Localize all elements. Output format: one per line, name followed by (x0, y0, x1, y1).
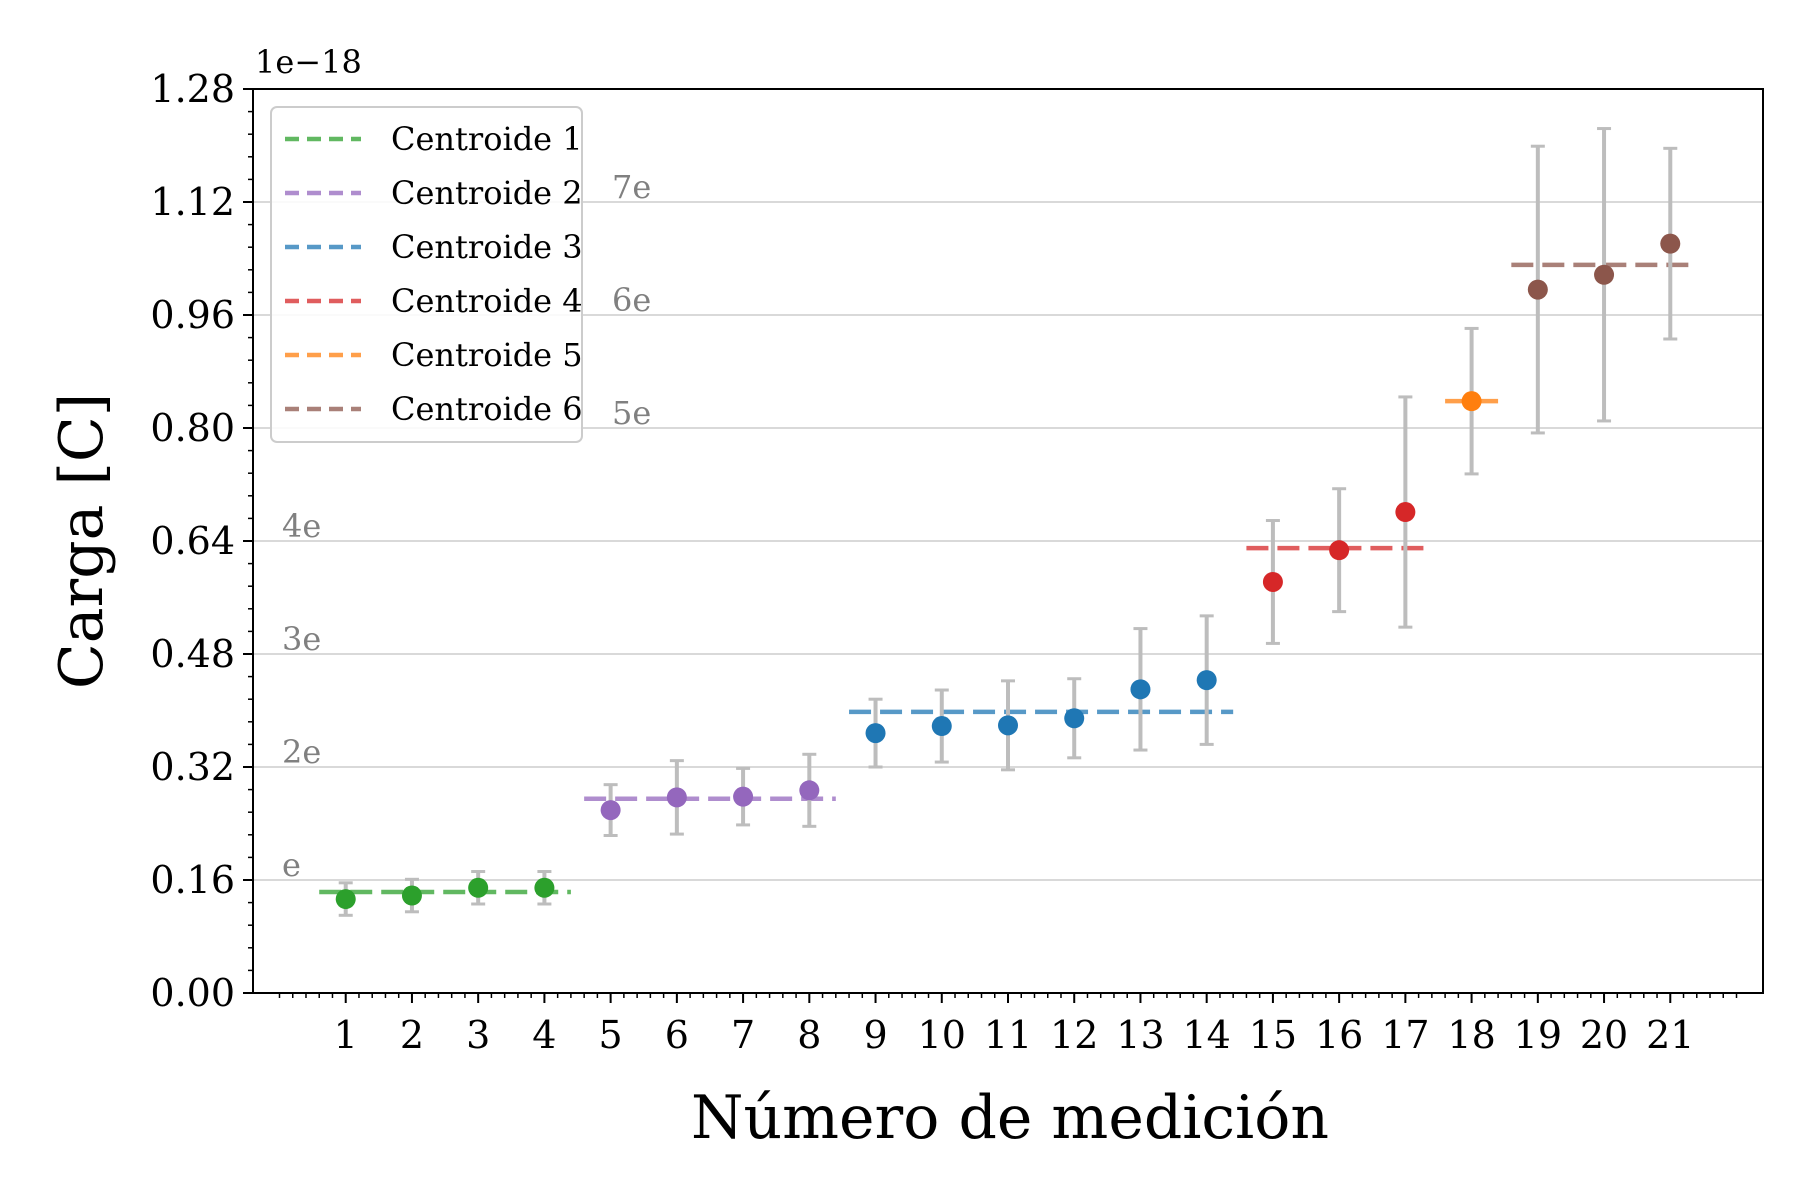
data-point (1395, 502, 1416, 523)
y-offset-label: 1e−18 (255, 43, 362, 81)
data-point (600, 800, 621, 821)
legend-label: Centroide 3 (391, 228, 583, 266)
x-tick-label: 17 (1381, 1013, 1429, 1057)
y-tick-label: 1.12 (150, 180, 235, 224)
x-tick-label: 8 (797, 1013, 821, 1057)
data-point (1461, 391, 1482, 412)
x-tick-label: 10 (918, 1013, 966, 1057)
y-tick-label: 0.96 (150, 293, 235, 337)
data-point (931, 716, 952, 737)
data-point (733, 786, 754, 807)
data-point (468, 877, 489, 898)
x-tick-label: 21 (1646, 1013, 1694, 1057)
legend-label: Centroide 6 (391, 390, 583, 428)
data-point (401, 885, 422, 906)
y-tick-label: 0.80 (150, 406, 235, 450)
x-tick-label: 13 (1116, 1013, 1164, 1057)
data-point (865, 723, 886, 744)
data-point (1064, 708, 1085, 729)
data-point (534, 877, 555, 898)
y-tick-label: 1.28 (150, 67, 235, 111)
charge-level-label: 2e (282, 733, 321, 771)
data-point (1594, 264, 1615, 285)
x-tick-label: 4 (532, 1013, 556, 1057)
x-tick-label: 5 (599, 1013, 623, 1057)
x-tick-label: 19 (1514, 1013, 1562, 1057)
data-point (1130, 679, 1151, 700)
x-tick-label: 9 (863, 1013, 887, 1057)
charge-level-label: 5e (612, 394, 651, 432)
x-tick-label: 15 (1249, 1013, 1297, 1057)
y-tick-label: 0.64 (150, 519, 235, 563)
data-point (1262, 571, 1283, 592)
data-point (1329, 540, 1350, 561)
x-tick-label: 18 (1447, 1013, 1495, 1057)
x-tick-label: 16 (1315, 1013, 1363, 1057)
x-axis-label: Número de medición (691, 1083, 1329, 1153)
y-axis-label: Carga [C] (47, 393, 117, 689)
legend-label: Centroide 5 (391, 336, 583, 374)
y-tick-label: 0.48 (150, 632, 235, 676)
data-point (666, 787, 687, 808)
x-tick-label: 3 (466, 1013, 490, 1057)
charge-level-label: 3e (282, 620, 321, 658)
x-tick-label: 14 (1183, 1013, 1231, 1057)
legend-label: Centroide 1 (391, 120, 583, 158)
charge-level-label: 4e (282, 507, 321, 545)
data-point (1527, 279, 1548, 300)
legend-label: Centroide 2 (391, 174, 583, 212)
data-point (1196, 670, 1217, 691)
charge-level-label: e (282, 846, 301, 884)
x-tick-label: 6 (665, 1013, 689, 1057)
x-tick-label: 1 (334, 1013, 358, 1057)
data-point (998, 715, 1018, 736)
legend-box (270, 106, 583, 443)
x-tick-label: 2 (400, 1013, 424, 1057)
charge-level-label: 7e (612, 168, 651, 206)
x-tick-label: 12 (1050, 1013, 1098, 1057)
x-tick-label: 20 (1580, 1013, 1628, 1057)
y-tick-label: 0.00 (150, 971, 235, 1015)
y-tick-label: 0.16 (150, 858, 235, 902)
charge-level-label: 6e (612, 281, 651, 319)
legend-label: Centroide 4 (391, 282, 583, 320)
data-point (799, 780, 820, 801)
x-tick-label: 11 (984, 1013, 1032, 1057)
y-tick-label: 0.32 (150, 745, 235, 789)
data-point (1660, 233, 1681, 254)
x-tick-label: 7 (731, 1013, 755, 1057)
data-point (335, 889, 356, 910)
